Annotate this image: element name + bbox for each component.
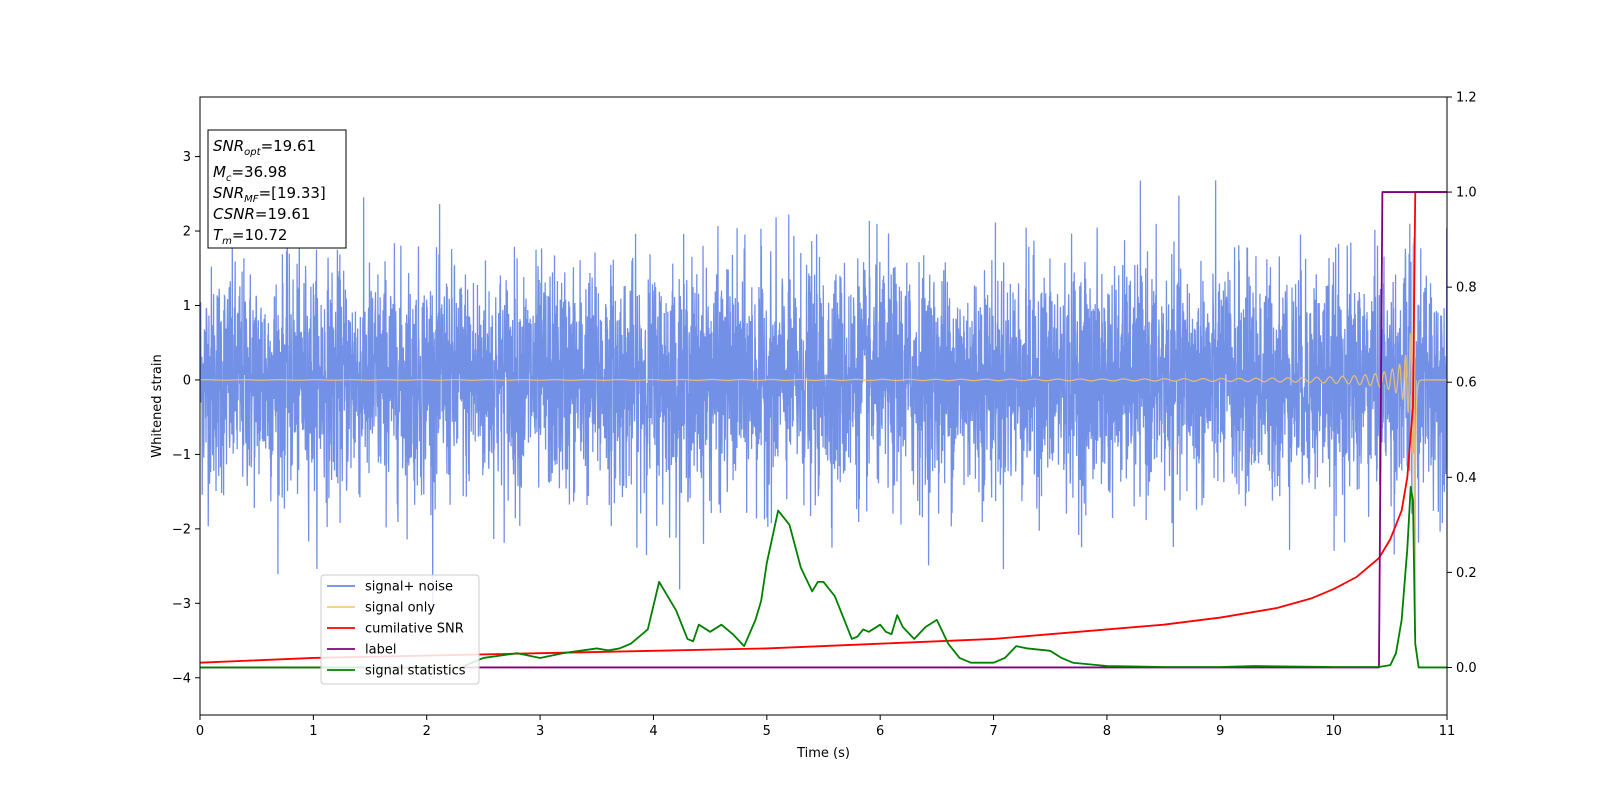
series-signal-noise-line: [200, 180, 1447, 634]
plot-frame: [199, 96, 1448, 716]
y-right-tick-label: 0.2: [1456, 566, 1477, 581]
annotation-mc-symbol: M: [213, 163, 226, 181]
y-axis-label: Whitened strain: [150, 354, 165, 457]
y-left-tick-label: 1: [183, 299, 191, 314]
annotation-snr-opt: SNRopt=19.61: [213, 137, 316, 158]
y-left-tick-label: −1: [172, 448, 191, 463]
series-layer: [200, 180, 1447, 669]
annotation-csnr-symbol: CSNR: [213, 205, 255, 223]
x-tick-label: 7: [989, 724, 997, 739]
x-tick-label: 10: [1325, 724, 1342, 739]
annotation-snr-mf-value: =[19.33]: [259, 184, 326, 202]
x-tick-label: 9: [1216, 724, 1224, 739]
x-tick-label: 6: [876, 724, 884, 739]
x-tick-label: 4: [649, 724, 657, 739]
legend: signal+ noise signal only cumilative SNR la…: [320, 574, 480, 685]
annotation-box: SNRopt=19.61 Mc=36.98 SNRMF=[19.33] CSNR…: [207, 129, 347, 249]
annotation-csnr-value: =19.61: [255, 205, 311, 223]
x-tick-label: 11: [1439, 724, 1456, 739]
y-left-tick-label: −4: [172, 671, 191, 686]
annotation-snr-opt-subscript: opt: [244, 147, 261, 158]
ticks-layer: 0 1 2 3 4 5 6 7 8 9 10 11 −4 −3 −2 −1 0 1 2 3 0.0 0.2 0.4 0.6 0.…: [172, 91, 1477, 740]
x-axis-label: Time (s): [796, 746, 850, 761]
annotation-csnr: CSNR=19.61: [213, 205, 310, 223]
y-left-tick-label: 0: [183, 373, 191, 388]
series-signal-statistics-line: [200, 485, 1447, 669]
y-left-tick-label: −3: [172, 597, 191, 612]
x-tick-label: 8: [1103, 724, 1111, 739]
y-left-tick-label: −2: [172, 522, 191, 537]
series-signal-only-line: [200, 237, 1447, 633]
y-left-tick-label: 3: [183, 150, 191, 165]
y-right-tick-label: 0.8: [1456, 281, 1477, 296]
x-tick-label: 3: [536, 724, 544, 739]
legend-label: cumilative SNR: [365, 622, 464, 637]
y-right-tick-label: 0.6: [1456, 376, 1477, 391]
annotation-mc: Mc=36.98: [213, 163, 287, 184]
legend-label: signal statistics: [365, 664, 466, 679]
annotation-tm-subscript: m: [222, 236, 232, 247]
x-tick-label: 5: [763, 724, 771, 739]
series-cumilative-snr-line: [200, 191, 1447, 664]
annotation-snr-mf-symbol: SNR: [213, 184, 244, 202]
legend-label: signal only: [365, 601, 435, 616]
y-right-tick-label: 0.4: [1456, 471, 1477, 486]
x-tick-label: 0: [196, 724, 204, 739]
y-right-tick-label: 1.2: [1456, 91, 1477, 106]
annotation-snr-opt-value: =19.61: [261, 137, 317, 155]
legend-frame: [320, 574, 480, 685]
x-tick-label: 2: [423, 724, 431, 739]
x-tick-label: 1: [309, 724, 317, 739]
annotation-mc-value: =36.98: [231, 163, 287, 181]
annotation-snr-mf-subscript: MF: [244, 194, 259, 205]
annotation-frame: [207, 129, 347, 249]
annotation-mc-subscript: c: [226, 173, 232, 184]
y-left-tick-label: 2: [183, 225, 191, 240]
legend-label: signal+ noise: [365, 580, 453, 595]
annotation-snr-mf: SNRMF=[19.33]: [213, 184, 326, 205]
annotation-snr-opt-symbol: SNR: [213, 137, 244, 155]
legend-label: label: [365, 643, 396, 658]
y-right-tick-label: 1.0: [1456, 186, 1477, 201]
y-right-tick-label: 0.0: [1456, 661, 1477, 676]
annotation-tm-symbol: T: [213, 226, 224, 244]
annotation-tm-value: =10.72: [232, 226, 288, 244]
annotation-tm: Tm=10.72: [213, 226, 287, 247]
